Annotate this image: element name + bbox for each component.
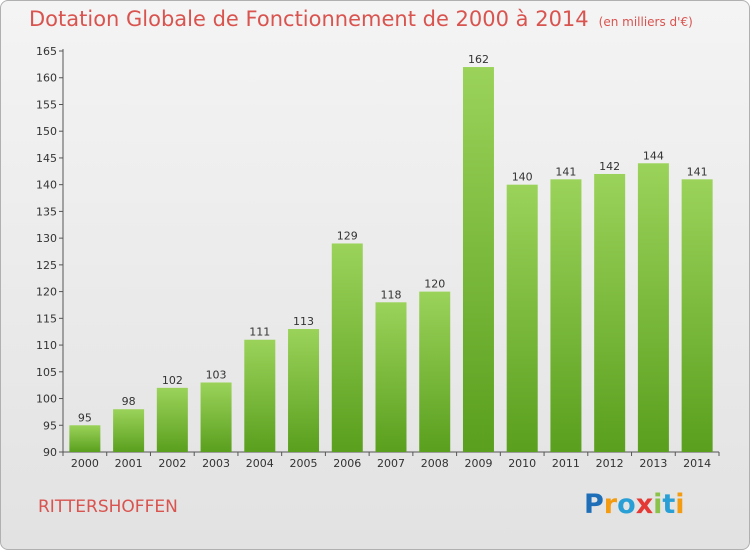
- data-label: 141: [687, 165, 708, 178]
- y-tick-label: 140: [36, 179, 57, 192]
- bar: [419, 291, 451, 452]
- data-label: 140: [512, 171, 533, 184]
- data-label: 111: [249, 326, 270, 339]
- x-tick-label: 2007: [377, 457, 405, 470]
- chart-title: Dotation Globale de Fonctionnement de 20…: [29, 7, 693, 31]
- data-label: 162: [468, 53, 489, 66]
- x-tick-label: 2009: [464, 457, 492, 470]
- chart-bars: 95 98 102 103 111 113 129 118 120 162 140 141 142 144…: [69, 53, 713, 452]
- bar: [69, 425, 101, 452]
- y-tick-label: 155: [36, 98, 57, 111]
- data-label: 120: [424, 278, 445, 291]
- y-tick-label: 135: [36, 205, 57, 218]
- logo-letter: o: [617, 489, 636, 520]
- y-tick-label: 165: [36, 45, 57, 58]
- x-tick-label: 2001: [115, 457, 143, 470]
- x-tick-label: 2013: [639, 457, 667, 470]
- chart-axes: 90 95 100 105 110 115 120 125 130 135 140 145 150 155…: [36, 45, 720, 470]
- bar: [506, 184, 538, 452]
- x-tick-label: 2004: [246, 457, 274, 470]
- data-label: 98: [122, 395, 136, 408]
- proxiti-logo: Proxiti: [584, 489, 685, 520]
- y-tick-label: 160: [36, 72, 57, 85]
- bar: [156, 387, 188, 452]
- bar: [244, 339, 276, 452]
- data-label: 103: [206, 368, 227, 381]
- x-tick-label: 2012: [596, 457, 624, 470]
- y-tick-label: 145: [36, 152, 57, 165]
- x-tick-label: 2000: [71, 457, 99, 470]
- data-label: 102: [162, 374, 183, 387]
- x-tick-label: 2014: [683, 457, 711, 470]
- x-tick-label: 2003: [202, 457, 230, 470]
- chart-subtitle: (en milliers d'€): [598, 15, 693, 29]
- data-label: 118: [381, 288, 402, 301]
- y-tick-label: 110: [36, 339, 57, 352]
- y-tick-label: 125: [36, 259, 57, 272]
- bar: [375, 302, 407, 452]
- logo-letter: i: [675, 489, 685, 520]
- y-tick-label: 150: [36, 125, 57, 138]
- y-tick-label: 130: [36, 232, 57, 245]
- logo-letter: x: [635, 489, 654, 520]
- y-tick-label: 120: [36, 286, 57, 299]
- bar: [113, 409, 145, 452]
- data-label: 113: [293, 315, 314, 328]
- y-tick-label: 95: [43, 419, 57, 432]
- logo-letter: P: [584, 489, 604, 520]
- bar: [594, 173, 626, 452]
- x-tick-label: 2008: [421, 457, 449, 470]
- bar: [288, 329, 320, 452]
- data-label: 129: [337, 229, 358, 242]
- bar: [331, 243, 363, 452]
- chart-title-text: Dotation Globale de Fonctionnement de 20…: [29, 7, 589, 31]
- bar: [637, 163, 669, 452]
- y-tick-label: 90: [43, 446, 57, 459]
- x-tick-label: 2006: [333, 457, 361, 470]
- commune-name: RITTERSHOFFEN: [38, 497, 178, 517]
- data-label: 141: [555, 165, 576, 178]
- x-tick-label: 2002: [158, 457, 186, 470]
- logo-letter: i: [653, 489, 663, 520]
- bar: [462, 67, 494, 452]
- bar: [681, 179, 713, 452]
- data-label: 144: [643, 149, 664, 162]
- y-tick-label: 105: [36, 366, 57, 379]
- y-tick-label: 115: [36, 312, 57, 325]
- logo-letter: r: [603, 489, 618, 520]
- y-tick-label: 100: [36, 393, 57, 406]
- bar: [550, 179, 582, 452]
- x-tick-label: 2010: [508, 457, 536, 470]
- data-label: 142: [599, 160, 620, 173]
- data-label: 95: [78, 411, 92, 424]
- x-tick-label: 2011: [552, 457, 580, 470]
- bar: [200, 382, 232, 452]
- x-tick-label: 2005: [290, 457, 318, 470]
- logo-letter: t: [662, 489, 676, 520]
